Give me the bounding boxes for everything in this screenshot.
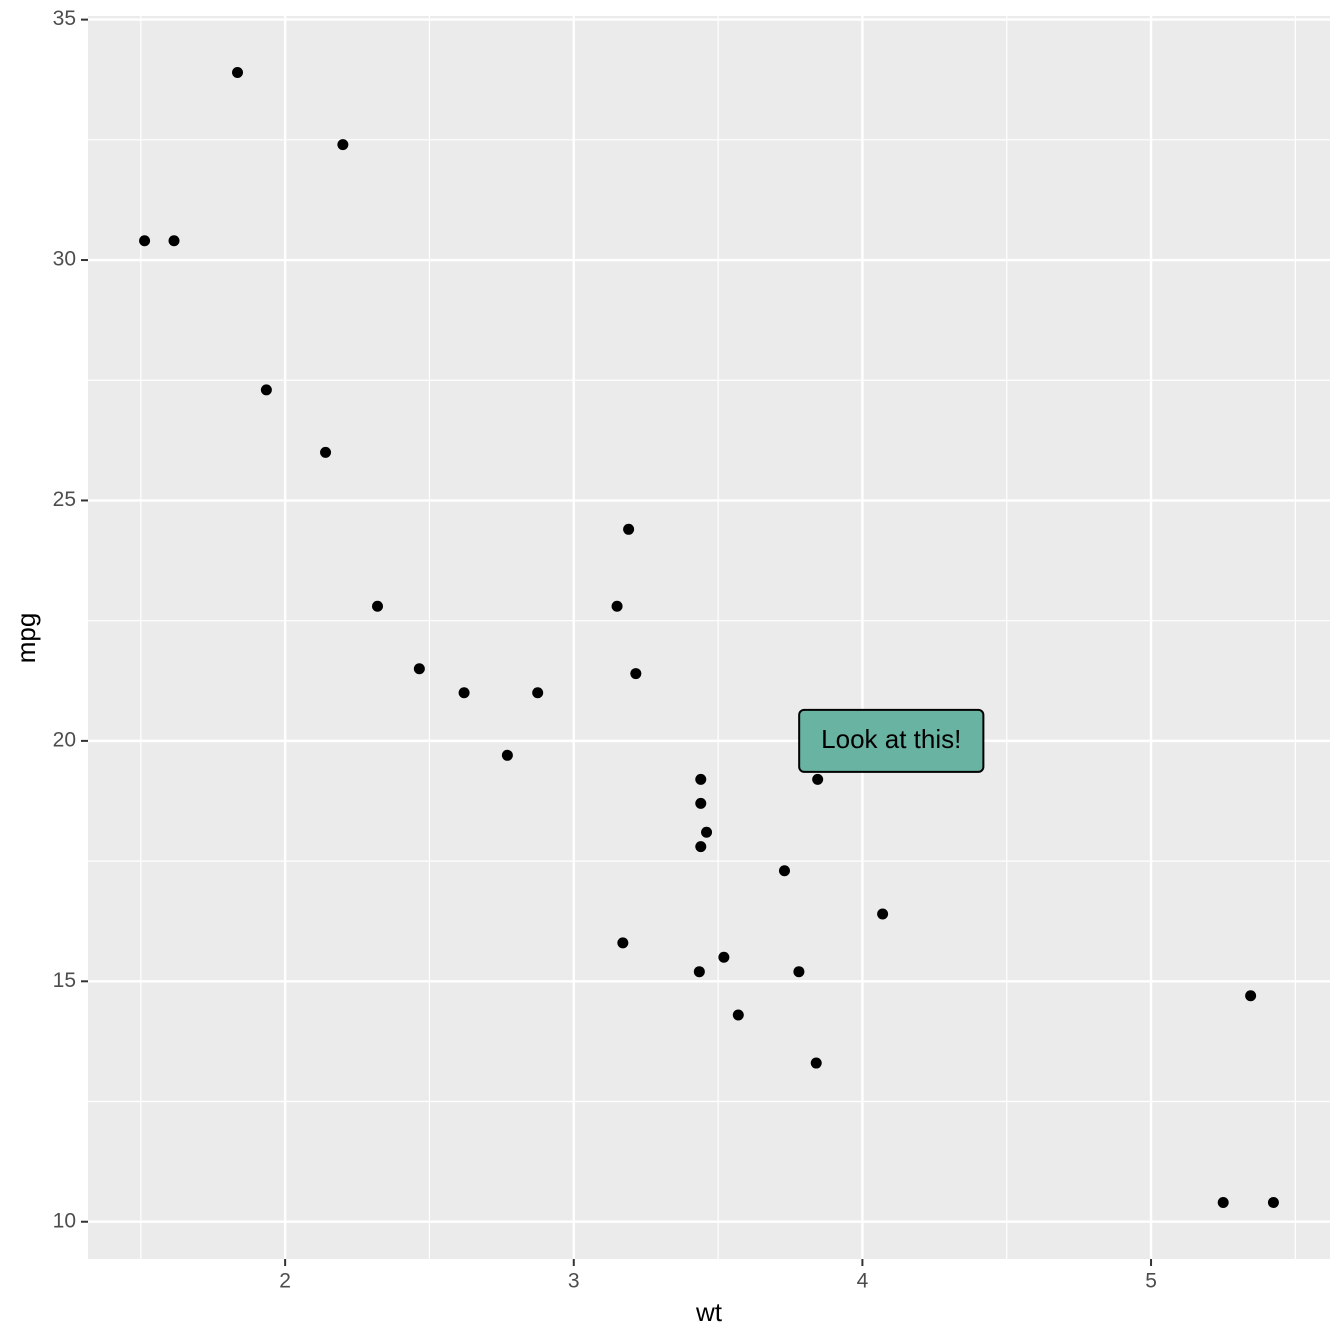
point	[1217, 1197, 1229, 1208]
point	[139, 235, 151, 247]
y-axis-title: mpg	[11, 613, 41, 664]
point	[623, 523, 635, 535]
y-tick-label: 30	[53, 248, 76, 271]
x-axis-title: wt	[695, 1297, 723, 1327]
point	[413, 663, 425, 675]
point	[532, 687, 544, 699]
point	[260, 384, 272, 396]
point	[778, 865, 790, 877]
annotation-text: Look at this!	[821, 724, 961, 754]
point	[810, 1057, 822, 1069]
point	[1245, 990, 1257, 1002]
y-tick-label: 15	[53, 969, 76, 992]
annotation-box	[798, 708, 985, 773]
point	[1267, 1197, 1279, 1208]
y-tick-label: 20	[53, 728, 76, 751]
point	[695, 797, 707, 809]
point	[793, 966, 805, 978]
point	[630, 668, 642, 680]
point	[877, 908, 889, 920]
point	[320, 446, 332, 458]
point	[232, 67, 244, 78]
point	[732, 1009, 744, 1021]
point	[501, 749, 513, 761]
panel	[88, 16, 1330, 1259]
point	[611, 600, 623, 612]
y-tick-label: 35	[53, 7, 76, 30]
point	[337, 139, 349, 151]
x-tick-label: 4	[857, 1270, 869, 1293]
y-tick-label: 10	[53, 1209, 76, 1232]
point	[168, 235, 180, 247]
point	[812, 773, 824, 785]
point	[617, 937, 629, 949]
x-tick-label: 3	[568, 1270, 580, 1293]
point	[693, 966, 705, 978]
x-tick-label: 5	[1145, 1270, 1157, 1293]
point	[695, 773, 707, 785]
point	[458, 687, 470, 699]
x-tick-label: 2	[279, 1270, 291, 1293]
y-tick-label: 25	[53, 488, 76, 511]
point	[695, 841, 707, 853]
point	[718, 951, 730, 963]
point	[372, 600, 384, 612]
point	[701, 826, 713, 838]
